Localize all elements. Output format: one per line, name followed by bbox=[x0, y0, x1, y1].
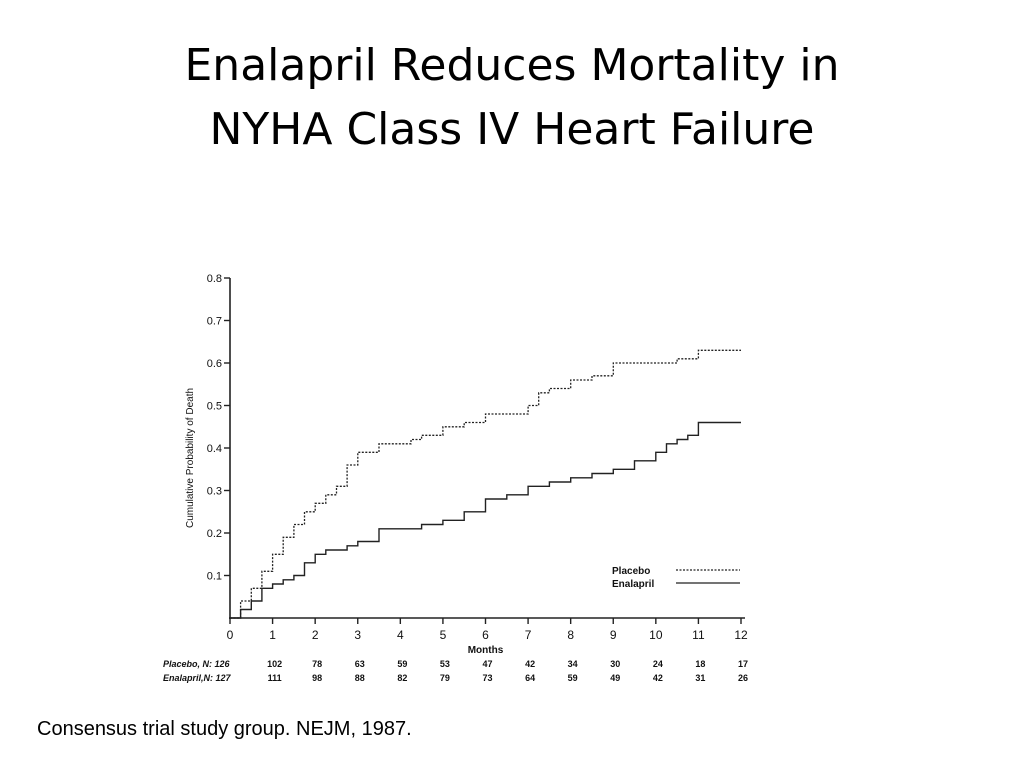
slide-title-line-2: NYHA Class IV Heart Failure bbox=[209, 104, 815, 155]
x-tick-label: 2 bbox=[312, 628, 319, 642]
y-tick-label: 0.8 bbox=[207, 273, 222, 285]
x-tick-label: 3 bbox=[354, 628, 361, 642]
x-tick-label: 5 bbox=[440, 628, 447, 642]
y-tick-label: 0.3 bbox=[207, 486, 222, 498]
y-tick-label: 0.5 bbox=[207, 401, 222, 413]
at-risk-value: 73 bbox=[482, 673, 492, 683]
series-line-placebo bbox=[230, 349, 741, 619]
x-tick-label: 6 bbox=[482, 628, 489, 642]
at-risk-value: 49 bbox=[610, 673, 620, 683]
y-tick-label: 0.1 bbox=[207, 571, 222, 583]
at-risk-value: 79 bbox=[440, 673, 450, 683]
at-risk-value: 64 bbox=[525, 673, 535, 683]
at-risk-value: 63 bbox=[355, 659, 365, 669]
x-tick-label: 4 bbox=[397, 628, 404, 642]
x-tick-label: 11 bbox=[692, 628, 705, 642]
x-tick-label: 0 bbox=[227, 628, 234, 642]
chart-axes: 0.10.20.30.40.50.60.70.80 1 2 3 4 5 6 7 8 9 10 11 12… bbox=[185, 273, 748, 656]
legend-label-enalapril: Enalapril bbox=[612, 579, 654, 590]
at-risk-value: 102 bbox=[267, 659, 282, 669]
slide-title-line-1: Enalapril Reduces Mortality in bbox=[184, 40, 840, 91]
at-risk-value: 42 bbox=[653, 673, 663, 683]
x-axis-label: Months bbox=[468, 645, 504, 656]
at-risk-value: 34 bbox=[568, 659, 578, 669]
at-risk-value: 24 bbox=[653, 659, 663, 669]
at-risk-value: 30 bbox=[610, 659, 620, 669]
legend-label-placebo: Placebo bbox=[612, 566, 650, 577]
mortality-chart: 0.10.20.30.40.50.60.70.80 1 2 3 4 5 6 7 8 9 10 11 12… bbox=[163, 273, 748, 683]
x-tick-label: 10 bbox=[649, 628, 663, 642]
x-tick-label: 9 bbox=[610, 628, 617, 642]
series-line-enalapril bbox=[230, 421, 741, 619]
x-tick-label: 8 bbox=[567, 628, 574, 642]
x-tick-label: 1 bbox=[269, 628, 276, 642]
y-tick-label: 0.2 bbox=[207, 528, 222, 540]
at-risk-value: 53 bbox=[440, 659, 450, 669]
at-risk-value: 82 bbox=[397, 673, 407, 683]
chart-series bbox=[230, 349, 741, 619]
at-risk-row-label: Enalapril,N: 127 bbox=[163, 673, 232, 683]
at-risk-value: 42 bbox=[525, 659, 535, 669]
at-risk-value: 31 bbox=[695, 673, 705, 683]
x-tick-label: 7 bbox=[525, 628, 532, 642]
at-risk-value: 26 bbox=[738, 673, 748, 683]
at-risk-row-label: Placebo, N: 126 bbox=[163, 659, 231, 669]
y-tick-label: 0.4 bbox=[207, 443, 222, 455]
at-risk-value: 18 bbox=[695, 659, 705, 669]
at-risk-value: 88 bbox=[355, 673, 365, 683]
at-risk-value: 111 bbox=[268, 673, 282, 683]
slide-title: Enalapril Reduces Mortality in NYHA Clas… bbox=[0, 34, 1024, 162]
at-risk-value: 98 bbox=[312, 673, 322, 683]
y-tick-label: 0.7 bbox=[207, 316, 222, 328]
y-axis-label: Cumulative Probability of Death bbox=[185, 388, 196, 528]
at-risk-table: Placebo, N: 126 102 78 63 59 53 47 42 34 30 24 18 17… bbox=[163, 659, 748, 683]
y-tick-label: 0.6 bbox=[207, 358, 222, 370]
at-risk-value: 78 bbox=[312, 659, 322, 669]
chart-legend: Placebo Enalapril bbox=[612, 566, 740, 590]
at-risk-value: 47 bbox=[482, 659, 492, 669]
citation: Consensus trial study group. NEJM, 1987. bbox=[37, 718, 412, 740]
at-risk-value: 59 bbox=[397, 659, 407, 669]
at-risk-value: 59 bbox=[568, 673, 578, 683]
at-risk-value: 17 bbox=[738, 659, 748, 669]
x-tick-label: 12 bbox=[734, 628, 748, 642]
